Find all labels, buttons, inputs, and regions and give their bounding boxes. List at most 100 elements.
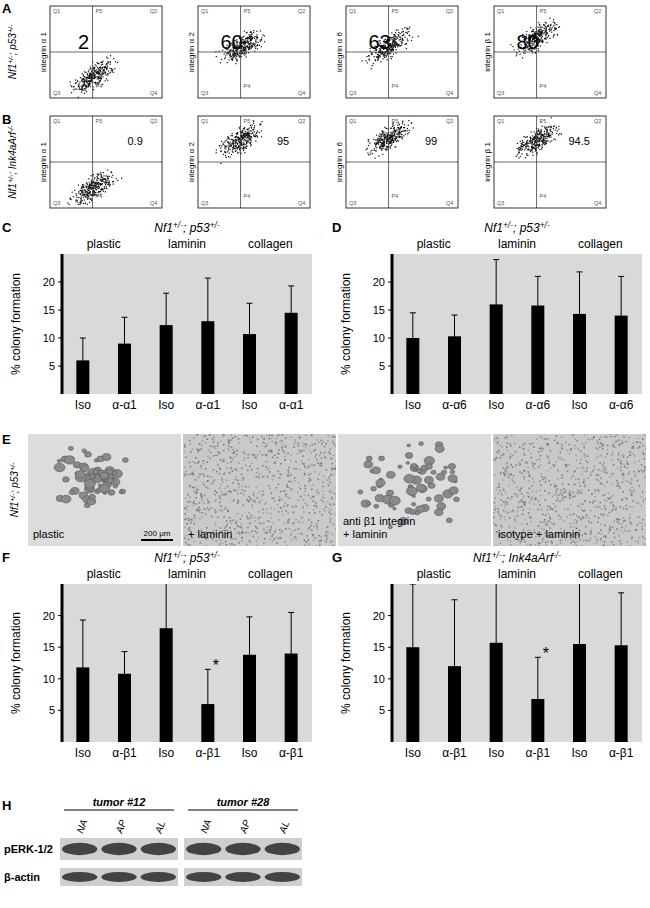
axis-label: integrin β 1 (483, 32, 492, 72)
event-dot (104, 66, 105, 67)
event-dot (85, 88, 86, 89)
plot-frame (346, 6, 458, 98)
event-dot (228, 156, 229, 157)
event-dot (256, 37, 257, 38)
event-dot (406, 43, 407, 44)
event-dot (108, 62, 109, 63)
event-dot (85, 195, 86, 196)
event-dot (542, 41, 543, 42)
event-dot (84, 189, 85, 190)
event-dot (407, 33, 408, 34)
row-label: Nf1+/-; p53+/- (7, 24, 19, 79)
event-dot (251, 32, 252, 33)
event-dot (241, 132, 242, 133)
event-dot (553, 35, 554, 36)
event-dot (391, 47, 392, 48)
quadrant-line (198, 52, 310, 53)
event-dot (83, 90, 84, 91)
event-dot (75, 83, 76, 84)
event-dot (257, 38, 258, 39)
text-run: Q4 (150, 90, 157, 96)
event-dot (540, 27, 541, 28)
event-dot (233, 143, 234, 144)
event-dot (102, 188, 103, 189)
event-dot (104, 182, 105, 183)
event-dot (82, 79, 83, 80)
event-dot (546, 32, 547, 33)
gate-label: Q3 (201, 90, 208, 96)
event-dot (94, 177, 95, 178)
event-dot (248, 47, 249, 48)
text-run: P5 (96, 118, 103, 124)
event-dot (80, 190, 81, 191)
event-dot (546, 27, 547, 28)
event-dot (91, 80, 92, 81)
event-dot (104, 66, 105, 67)
event-dot (97, 67, 98, 68)
event-dot (67, 202, 68, 203)
event-dot (539, 35, 540, 36)
event-dot (549, 29, 550, 30)
event-dot (233, 148, 234, 149)
event-dot (114, 68, 115, 69)
event-dot (243, 42, 244, 43)
event-dot (87, 86, 88, 87)
event-dot (380, 61, 381, 62)
event-dot (101, 188, 102, 189)
event-dot (556, 28, 557, 29)
event-dot (237, 53, 238, 54)
event-dot (105, 178, 106, 179)
event-dot (111, 172, 112, 173)
event-dot (544, 38, 545, 39)
event-dot (86, 77, 87, 78)
event-dot (369, 55, 370, 56)
event-dot (394, 41, 395, 42)
event-dot (245, 139, 246, 140)
text-run: Q4 (298, 90, 305, 96)
event-dot (368, 55, 369, 56)
event-dot (250, 142, 251, 143)
event-dot (250, 139, 251, 140)
event-dot (244, 127, 245, 128)
text-run: Q1 (53, 118, 60, 124)
text-run: D (332, 220, 341, 235)
event-dot (391, 46, 392, 47)
event-dot (232, 143, 233, 144)
event-dot (235, 139, 236, 140)
event-dot (393, 38, 394, 39)
event-dot (82, 193, 83, 194)
event-dot (542, 27, 543, 28)
event-dot (99, 69, 100, 70)
event-dot (82, 191, 83, 192)
event-dot (392, 56, 393, 57)
text-run: A (2, 1, 12, 16)
event-dot (229, 59, 230, 60)
event-dot (251, 136, 252, 137)
event-dot (97, 76, 98, 77)
event-dot (86, 85, 87, 86)
event-dot (554, 23, 555, 24)
event-dot (264, 35, 265, 36)
event-dot (83, 187, 84, 188)
event-dot (75, 193, 76, 194)
event-dot (407, 38, 408, 39)
event-dot (83, 192, 84, 193)
event-dot (243, 49, 244, 50)
event-dot (93, 67, 94, 68)
event-dot (247, 46, 248, 47)
event-dot (224, 58, 225, 59)
event-dot (372, 54, 373, 55)
event-dot (239, 127, 240, 128)
event-dot (106, 69, 107, 70)
event-dot (86, 191, 87, 192)
event-dot (116, 178, 117, 179)
event-dot (246, 134, 247, 135)
event-dot (228, 142, 229, 143)
event-dot (85, 72, 86, 73)
gate-label: Q3 (53, 90, 60, 96)
event-dot (89, 185, 90, 186)
event-dot (82, 80, 83, 81)
event-dot (89, 76, 90, 77)
event-dot (89, 190, 90, 191)
event-dot (391, 45, 392, 46)
